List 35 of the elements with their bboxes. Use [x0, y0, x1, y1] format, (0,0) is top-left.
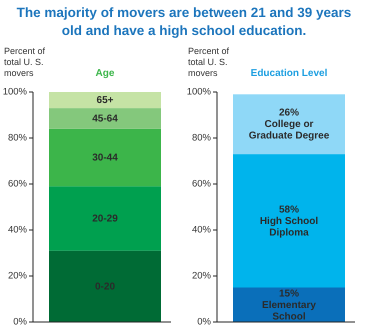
- y-tick-label: 0%: [13, 316, 28, 326]
- y-tick-label: 60%: [192, 178, 212, 190]
- y-tick-label: 60%: [8, 178, 28, 190]
- bar: [49, 250, 161, 322]
- data-label: 26%: [278, 107, 300, 118]
- bar: [49, 92, 161, 108]
- series-label: 65+: [96, 94, 114, 106]
- y-tick-label: 0%: [197, 316, 212, 326]
- y-tick-label: 40%: [8, 224, 28, 236]
- chart-title: The majority of movers are between 21 and 39 years old and have a high school education.: [16, 5, 352, 38]
- y-tick-label: 40%: [192, 224, 212, 236]
- series-label: 45-64: [92, 113, 118, 124]
- data-label: 58%: [278, 204, 300, 215]
- bar: [233, 94, 345, 154]
- series-label: 30-44: [92, 152, 118, 164]
- bar: [233, 154, 345, 288]
- y-tick-label: 100%: [186, 86, 212, 98]
- y-tick-label: 20%: [8, 270, 28, 282]
- y-tick-label: 80%: [192, 132, 212, 144]
- bar: [49, 108, 161, 129]
- series-label: Elementary School: [262, 299, 316, 322]
- series-label: 20-29: [92, 213, 118, 224]
- y-tick-label: 80%: [8, 132, 28, 144]
- y-axis-title: Percent of total U. S. movers: [188, 46, 230, 78]
- data-label: 15%: [278, 288, 300, 299]
- y-tick-label: 20%: [192, 270, 212, 282]
- y-tick-label: 100%: [2, 86, 28, 98]
- series-label: 0-20: [94, 280, 116, 292]
- y-axis-title: Percent of total U. S. movers: [4, 46, 46, 78]
- chart-title: Education Level: [250, 68, 328, 79]
- bar: [49, 128, 161, 186]
- chart-subtitle: Age: [96, 68, 115, 79]
- series-label: High School Diploma: [260, 215, 318, 238]
- series-label: College or Graduate Degree: [248, 118, 330, 142]
- bar: [49, 186, 161, 251]
